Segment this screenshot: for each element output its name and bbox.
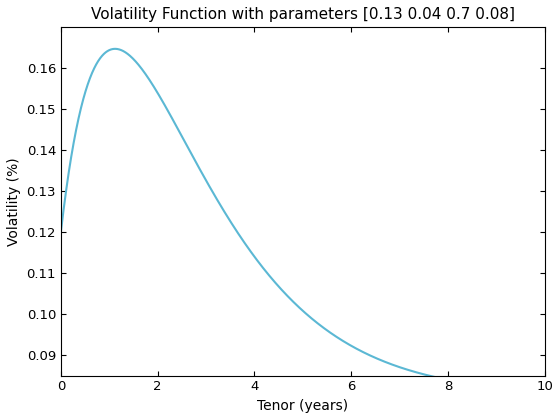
- X-axis label: Tenor (years): Tenor (years): [257, 399, 348, 413]
- Title: Volatility Function with parameters [0.13 0.04 0.7 0.08]: Volatility Function with parameters [0.1…: [91, 7, 515, 22]
- Y-axis label: Volatility (%): Volatility (%): [7, 157, 21, 246]
